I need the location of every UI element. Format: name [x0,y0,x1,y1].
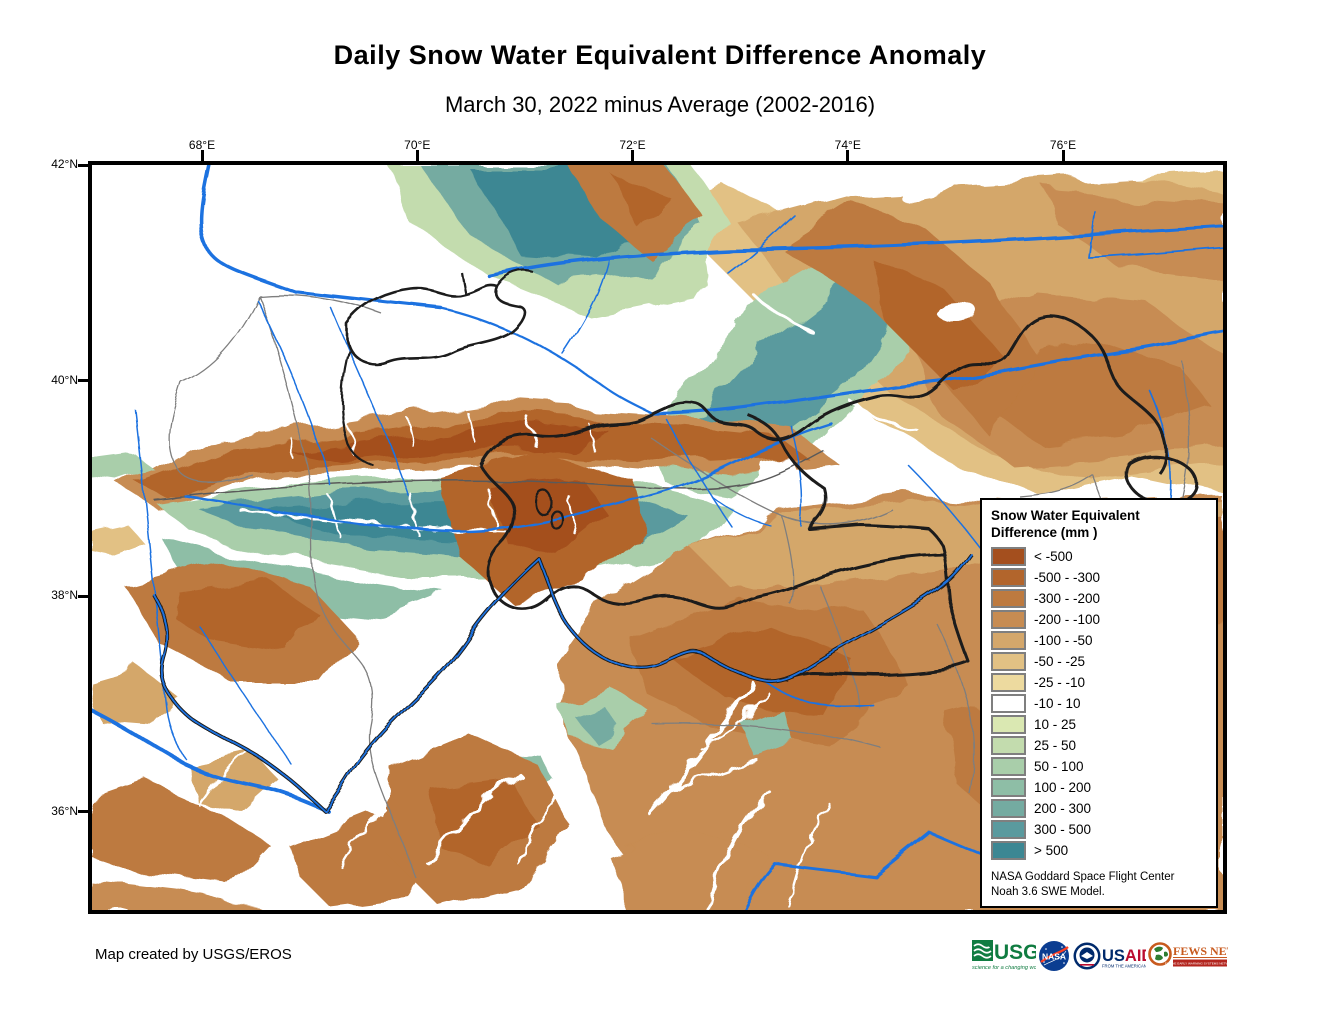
legend-swatch [991,778,1026,797]
legend-swatch [991,757,1026,776]
legend-item: -50 - -25 [991,651,1216,672]
legend-label: -300 - -200 [1034,591,1101,606]
lakes [759,174,978,504]
legend-label: 100 - 200 [1034,780,1092,795]
legend-swatch [991,547,1026,566]
usgs-wordmark: USGS [994,941,1036,964]
legend-swatch [991,631,1026,650]
legend-item: -100 - -50 [991,630,1216,651]
legend-item: < -500 [991,546,1216,567]
legend-label: > 500 [1034,843,1069,858]
x-tick-label: 74°E [834,138,861,152]
page-subtitle: March 30, 2022 minus Average (2002-2016) [444,92,876,117]
legend-swatch [991,820,1026,839]
usaid-logo: USAID FROM THE AMERICAN PEOPLE [1073,942,1146,970]
legend-label: 25 - 50 [1034,738,1077,753]
usaid-tagline: FROM THE AMERICAN PEOPLE [1102,964,1146,969]
x-tick-mark [846,150,850,163]
legend-item: -25 - -10 [991,672,1216,693]
legend-item: 300 - 500 [991,819,1216,840]
legend-item: -10 - 10 [991,693,1216,714]
snow-valley-dendrites [197,292,1071,913]
x-tick-mark [1061,150,1065,163]
legend-item: > 500 [991,840,1216,861]
y-tick-label: 40°N [51,372,78,387]
x-tick-mark [631,150,634,163]
y-tick-mark [78,594,92,598]
legend-source-note: NASA Goddard Space Flight Center Noah 3.… [991,871,1175,898]
map-credit: Map created by USGS/EROS [95,946,292,963]
y-tick-label: 36°N [51,803,78,818]
legend-swatch [991,799,1026,818]
usgs-logo: USGS science for a changing world [972,940,1036,971]
legend-swatch [991,715,1026,734]
legend-item: 25 - 50 [991,735,1216,756]
y-tick-label: 38°N [51,588,78,602]
legend-swatch [991,694,1026,713]
legend-swatch [991,736,1026,755]
ridge-watershed-line [152,449,824,500]
fews-net-wordmark: FEWS NET [1173,944,1228,958]
legend-items: < -500 -500 - -300 -300 - -200 -200 - -100 -… [991,546,1216,861]
legend-swatch [991,841,1026,860]
map-neatline-frame [88,161,1227,914]
x-tick-mark [415,150,419,163]
y-tick-mark [78,163,92,167]
legend-title: Snow Water Equivalent Difference (mm ) [991,508,1140,540]
y-tick-mark [78,810,92,813]
legend-swatch [991,652,1026,671]
fews-net-tagline: FAMINE EARLY WARNING SYSTEMS NETWORK [1165,962,1228,966]
usgs-tagline: science for a changing world [972,965,1036,971]
usaid-wordmark: USAID [1102,947,1146,965]
legend-label: 10 - 25 [1034,717,1077,732]
x-tick-label: 68°E [188,138,216,152]
y-tick-mark [78,379,92,382]
y-tick-label: 42°N [51,157,78,171]
legend-label: -10 - 10 [1034,696,1081,711]
legend-label: -50 - -25 [1034,654,1086,669]
x-tick-mark [200,150,204,163]
legend-item: 10 - 25 [991,714,1216,735]
panj-border-river [152,553,972,812]
legend-label: 300 - 500 [1034,822,1092,837]
legend-item: -300 - -200 [991,588,1216,609]
legend-item: 200 - 300 [991,798,1216,819]
legend-item: -200 - -100 [991,609,1216,630]
legend-label: 200 - 300 [1034,801,1092,816]
swe-anomaly-map [91,164,1226,913]
legend-box: Snow Water Equivalent Difference (mm ) < … [980,498,1218,908]
x-tick-label: 76°E [1049,138,1077,152]
legend-item: 100 - 200 [991,777,1216,798]
legend-label: -25 - -10 [1034,675,1086,690]
footer-logos: USGS science for a changing world NASA U… [972,938,1228,974]
page-title: Daily Snow Water Equivalent Difference A… [333,40,987,70]
nasa-logo: NASA [1039,941,1069,971]
legend-swatch [991,568,1026,587]
legend-label: < -500 [1034,549,1073,564]
legend-swatch [991,673,1026,692]
legend-item: -500 - -300 [991,567,1216,588]
legend-label: -200 - -100 [1034,612,1101,627]
legend-swatch [991,589,1026,608]
legend-swatch [991,610,1026,629]
x-tick-label: 72°E [619,138,646,152]
legend-label: -500 - -300 [1034,570,1101,585]
nasa-wordmark: NASA [1042,952,1066,962]
legend-item: 50 - 100 [991,756,1216,777]
legend-label: 50 - 100 [1034,759,1084,774]
x-tick-label: 70°E [404,138,431,152]
legend-label: -100 - -50 [1034,633,1093,648]
fews-net-logo: FEWS NET FAMINE EARLY WARNING SYSTEMS NE… [1148,942,1228,967]
